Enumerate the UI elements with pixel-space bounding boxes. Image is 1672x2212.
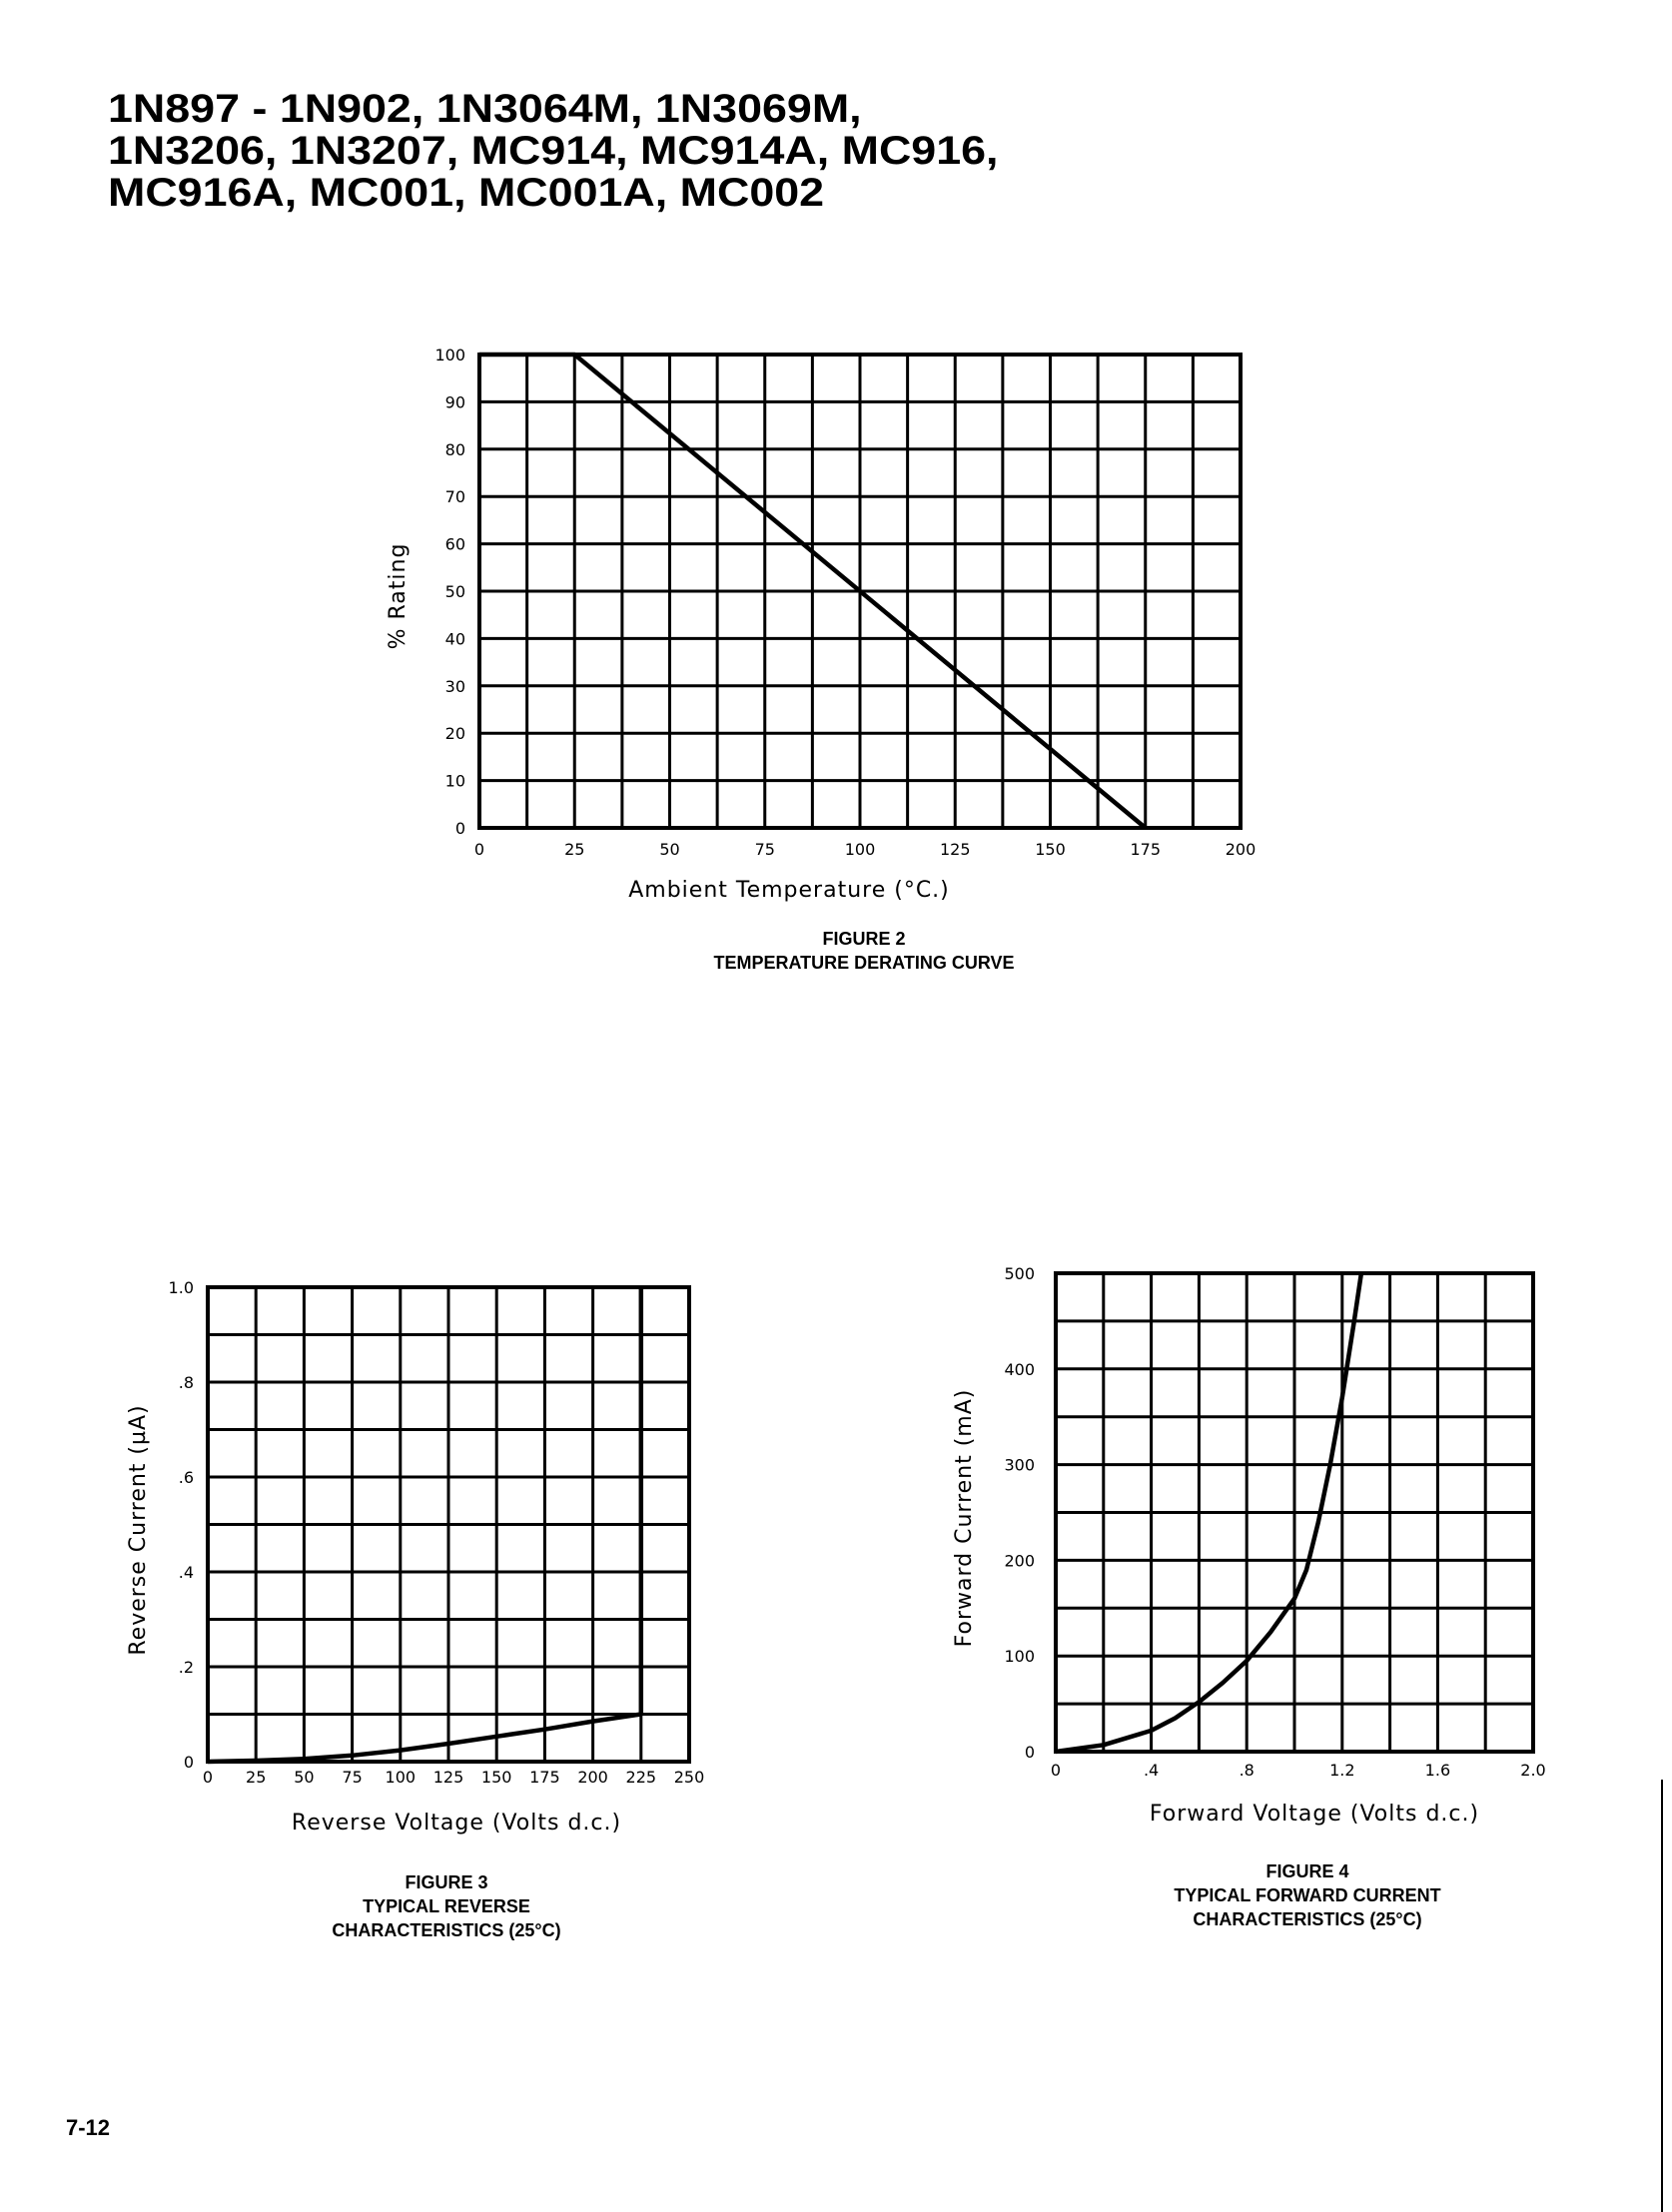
figure-2-x-tick-label: 75 [755,840,775,859]
figure-2-y-tick-label: 70 [445,487,465,506]
figure-2-x-axis-label: Ambient Temperature (°C.) [628,878,950,903]
figure-3-x-tick-label: 125 [433,1768,464,1787]
figure-3-tick-labels: 0 25 50 75 100 125 150 175 200 225 250 0 .2 .4 .6 .8 1.0 [169,1278,705,1787]
figure-3-x-tick-label: 225 [626,1768,657,1787]
figure-2-temperature-derating-chart: 0 25 50 75 100 125 150 175 200 0 10 20 30 40 50 60 70 80 9… [386,346,1255,973]
figure-4-x-tick-label: 0 [1051,1761,1061,1780]
figure-2-label: FIGURE 2 [822,929,905,949]
title-line-1: 1N897 - 1N902, 1N3064M, 1N3069M, [108,87,862,131]
figure-4-x-tick-label: .4 [1144,1761,1159,1780]
figure-2-y-axis-label: % Rating [386,543,411,650]
figure-2-y-tick-label: 20 [445,724,465,743]
figure-3-caption-line-2: CHARACTERISTICS (25°C) [332,1920,560,1940]
figure-4-label: FIGURE 4 [1265,1861,1348,1881]
figure-2-caption: TEMPERATURE DERATING CURVE [713,953,1014,973]
figure-3-plot-frame [206,1285,691,1764]
figure-4-x-tick-label: 2.0 [1520,1761,1545,1780]
figure-2-tick-labels: 0 25 50 75 100 125 150 175 200 0 10 20 30 40 50 60 70 80 9… [434,346,1255,859]
figure-3-x-tick-label: 150 [481,1768,512,1787]
figure-2-y-tick-label: 40 [445,629,465,648]
figure-4-y-tick-label: 500 [1004,1264,1035,1283]
figure-3-x-tick-label: 200 [577,1768,608,1787]
figure-3-y-tick-label: .8 [179,1373,194,1392]
figure-4-caption-line-2: CHARACTERISTICS (25°C) [1193,1909,1421,1929]
figure-4-y-axis-label: Forward Current (mA) [952,1389,977,1648]
title-line-3: MC916A, MC001, MC001A, MC002 [108,171,825,215]
figure-2-x-tick-label: 50 [659,840,679,859]
figure-2-derating-curve [479,352,1148,830]
figure-2-y-tick-label: 60 [445,535,465,554]
figure-4-y-tick-label: 0 [1025,1743,1035,1762]
figure-4-tick-labels: 0 .4 .8 1.2 1.6 2.0 0 100 200 300 400 500 [1004,1264,1545,1780]
figure-3-y-axis-label: Reverse Current (µA) [126,1404,151,1655]
figure-3-y-tick-label: 0 [184,1753,194,1772]
figure-4-y-tick-label: 100 [1004,1647,1035,1666]
figure-4-plot-frame [1054,1271,1535,1754]
figure-2-y-tick-label: 50 [445,582,465,601]
page-title: 1N897 - 1N902, 1N3064M, 1N3069M, 1N3206,… [108,88,999,214]
figure-4-y-tick-label: 300 [1004,1456,1035,1475]
figure-2-x-tick-label: 150 [1035,840,1066,859]
figure-2-x-tick-label: 125 [940,840,971,859]
figure-3-y-tick-label: 1.0 [169,1278,194,1297]
figure-2-x-tick-label: 0 [474,840,484,859]
figure-4-caption-line-1: TYPICAL FORWARD CURRENT [1174,1885,1440,1905]
figure-2-y-tick-label: 10 [445,772,465,791]
title-line-2: 1N3206, 1N3207, MC914, MC914A, MC916, [108,129,999,173]
figure-3-label: FIGURE 3 [405,1872,487,1892]
figure-3-x-tick-label: 25 [246,1768,266,1787]
page-edge-rule [1661,1780,1663,2212]
figure-3-x-tick-label: 100 [386,1768,417,1787]
figure-3-x-tick-label: 50 [294,1768,314,1787]
figure-2-grid [479,355,1241,828]
figure-2-y-tick-label: 0 [455,819,465,838]
figure-3-y-tick-label: .4 [179,1563,194,1582]
figure-2-y-tick-label: 90 [445,392,465,411]
figure-3-caption-line-1: TYPICAL REVERSE [363,1896,530,1916]
figure-2-x-tick-label: 200 [1226,840,1256,859]
figure-4-x-tick-label: .8 [1240,1761,1254,1780]
figure-3-y-tick-label: .2 [179,1658,194,1677]
figure-2-y-tick-label: 100 [434,346,465,365]
figure-2-x-tick-label: 100 [845,840,876,859]
figure-2-y-tick-label: 80 [445,440,465,459]
figure-4-forward-current-curve [1055,1272,1364,1755]
figure-2-x-tick-label: 175 [1130,840,1161,859]
figure-3-x-axis-label: Reverse Voltage (Volts d.c.) [292,1811,621,1836]
figure-2-y-tick-label: 30 [445,677,465,696]
figure-3-x-tick-label: 75 [342,1768,362,1787]
figure-3-x-tick-label: 0 [203,1768,213,1787]
figure-4-grid [1056,1273,1533,1752]
figure-2-x-tick-label: 25 [564,840,584,859]
figure-2-plot-frame [477,353,1243,830]
figure-4-x-axis-label: Forward Voltage (Volts d.c.) [1150,1802,1479,1827]
figure-3-x-tick-label: 250 [674,1768,705,1787]
figure-4-x-tick-label: 1.6 [1425,1761,1450,1780]
figure-4-x-tick-label: 1.2 [1329,1761,1354,1780]
figure-3-y-tick-label: .6 [179,1468,194,1487]
page-number: 7-12 [66,2115,111,2140]
figure-4-y-tick-label: 400 [1004,1360,1035,1379]
figure-3-x-tick-label: 175 [529,1768,560,1787]
figure-4-y-tick-label: 200 [1004,1551,1035,1570]
figure-3-reverse-current-curve [207,1287,644,1765]
